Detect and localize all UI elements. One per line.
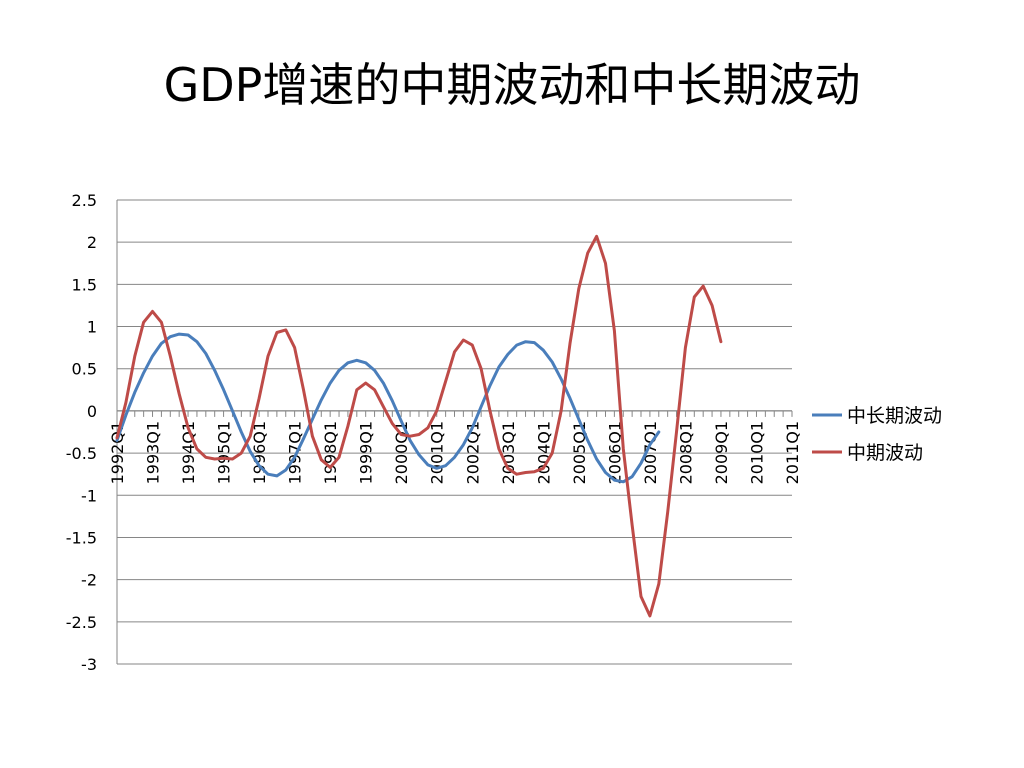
x-tick-label: 2007Q1 <box>641 421 660 485</box>
x-tick-label: 2004Q1 <box>534 421 553 485</box>
y-tick-label: 1 <box>87 318 97 337</box>
x-tick-label: 1997Q1 <box>286 421 305 485</box>
x-tick-label: 2001Q1 <box>428 421 447 485</box>
x-tick-label: 1998Q1 <box>321 421 340 485</box>
y-tick-label: -1 <box>81 486 97 505</box>
legend-label: 中长期波动 <box>847 405 942 427</box>
y-tick-label: -3 <box>81 655 97 674</box>
y-tick-label: 2.5 <box>72 191 97 210</box>
x-tick-label: 2006Q1 <box>605 421 624 485</box>
x-tick-label: 2011Q1 <box>783 421 802 485</box>
legend-label: 中期波动 <box>847 442 923 464</box>
x-tick-label: 2000Q1 <box>392 421 411 485</box>
x-tick-label: 1995Q1 <box>215 421 234 485</box>
y-tick-label: -0.5 <box>66 444 97 463</box>
y-tick-label: 0.5 <box>72 360 97 379</box>
y-tick-label: -2 <box>81 571 97 590</box>
x-tick-label: 2010Q1 <box>747 421 766 485</box>
x-tick-label: 2002Q1 <box>463 421 482 485</box>
x-tick-label: 2008Q1 <box>676 421 695 485</box>
x-tick-label: 1992Q1 <box>108 421 127 485</box>
x-tick-label: 1993Q1 <box>144 421 163 485</box>
y-tick-label: 0 <box>87 402 97 421</box>
y-tick-label: -2.5 <box>66 613 97 632</box>
slide-title: GDP增速的中期波动和中长期波动 <box>163 58 861 112</box>
x-tick-label: 2003Q1 <box>499 421 518 485</box>
series-line-2 <box>115 234 723 618</box>
x-tick-label: 1999Q1 <box>357 421 376 485</box>
x-tick-label: 1996Q1 <box>250 421 269 485</box>
series-line-1 <box>115 332 661 484</box>
y-tick-label: -1.5 <box>66 528 97 547</box>
y-tick-label: 2 <box>87 233 97 252</box>
y-tick-label: 1.5 <box>72 275 97 294</box>
x-tick-label: 2005Q1 <box>570 421 589 485</box>
x-tick-label: 2009Q1 <box>712 421 731 485</box>
